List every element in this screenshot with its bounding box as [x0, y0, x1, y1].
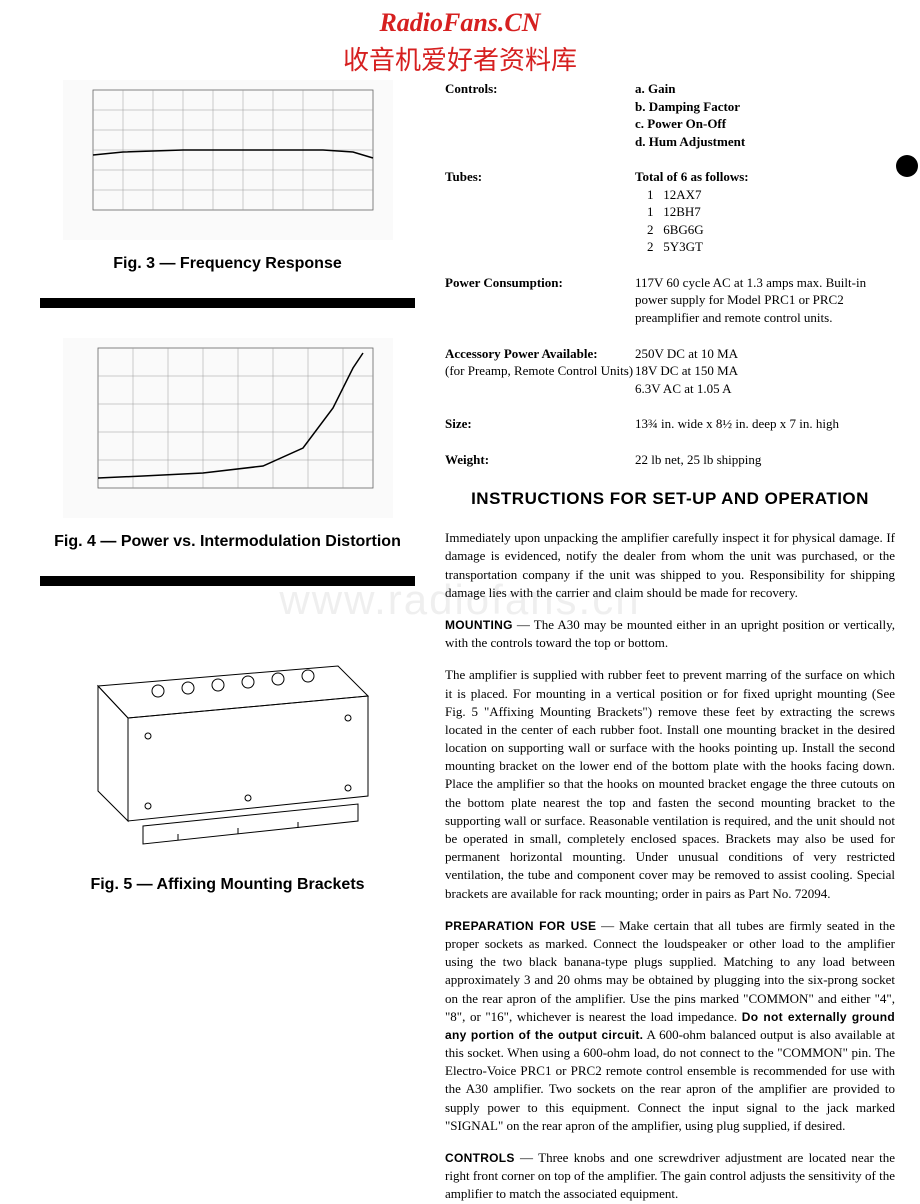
control-item: c. Power On-Off	[635, 115, 895, 133]
control-item: b. Damping Factor	[635, 98, 895, 116]
preparation-paragraph: PREPARATION FOR USE — Make certain that …	[445, 917, 895, 1135]
spec-ap-value: 250V DC at 10 MA 18V DC at 150 MA 6.3V A…	[635, 345, 895, 398]
tube-item: 2 6BG6G	[635, 221, 895, 239]
tube-item: 2 5Y3GT	[635, 238, 895, 256]
mounting-lead: — The A30 may be mounted either in an up…	[445, 617, 895, 650]
divider-rule-1	[40, 298, 415, 308]
spec-weight-value: 22 lb net, 25 lb shipping	[635, 451, 895, 469]
control-item: a. Gain	[635, 80, 895, 98]
spec-pc-label: Power Consumption:	[445, 275, 563, 290]
ap-item: 6.3V AC at 1.05 A	[635, 380, 895, 398]
mounting-lead-paragraph: MOUNTING — The A30 may be mounted either…	[445, 616, 895, 652]
spec-size-value: 13¾ in. wide x 8½ in. deep x 7 in. high	[635, 415, 895, 433]
instructions-heading: INSTRUCTIONS FOR SET-UP AND OPERATION	[445, 488, 895, 511]
right-column: Controls: a. Gain b. Damping Factor c. P…	[435, 80, 895, 1161]
figure-5-illustration	[58, 626, 398, 856]
spec-controls-label: Controls:	[445, 81, 497, 96]
prep-label: PREPARATION FOR USE	[445, 919, 596, 933]
page-content: Fig. 3 — Frequency Response	[0, 0, 920, 1191]
spec-tubes: Tubes: Total of 6 as follows: 1 12AX7 1 …	[445, 168, 895, 256]
mounting-body-paragraph: The amplifier is supplied with rubber fe…	[445, 666, 895, 902]
ap-item: 250V DC at 10 MA	[635, 345, 895, 363]
watermark-url: RadioFans.CN	[0, 8, 920, 38]
spec-controls: Controls: a. Gain b. Damping Factor c. P…	[445, 80, 895, 150]
figure-3-block: Fig. 3 — Frequency Response	[40, 80, 415, 273]
tube-item: 1 12BH7	[635, 203, 895, 221]
mounting-label: MOUNTING	[445, 618, 513, 632]
control-item: d. Hum Adjustment	[635, 133, 895, 151]
spec-weight-label: Weight:	[445, 452, 489, 467]
spec-size-label: Size:	[445, 416, 472, 431]
spec-power-consumption: Power Consumption: 117V 60 cycle AC at 1…	[445, 274, 895, 327]
spec-tubes-label: Tubes:	[445, 169, 482, 184]
figure-3-chart	[63, 80, 393, 240]
spec-accessory-power: Accessory Power Available: (for Preamp, …	[445, 345, 895, 398]
spec-tubes-value: Total of 6 as follows: 1 12AX7 1 12BH7 2…	[635, 168, 895, 256]
watermark-header: RadioFans.CN 收音机爱好者资料库	[0, 8, 920, 77]
ap-item: 18V DC at 150 MA	[635, 362, 895, 380]
prep-body2: A 600-ohm balanced output is also availa…	[445, 1027, 895, 1133]
tubes-header: Total of 6 as follows:	[635, 168, 895, 186]
figure-5-caption: Fig. 5 — Affixing Mounting Brackets	[40, 876, 415, 894]
controls-paragraph: CONTROLS — Three knobs and one screwdriv…	[445, 1149, 895, 1204]
figure-4-caption: Fig. 4 — Power vs. Intermodulation Disto…	[40, 533, 415, 551]
spec-ap-sublabel: (for Preamp, Remote Control Units)	[445, 363, 633, 378]
spec-size: Size: 13¾ in. wide x 8½ in. deep x 7 in.…	[445, 415, 895, 433]
left-column: Fig. 3 — Frequency Response	[40, 80, 435, 1161]
prep-body: — Make certain that all tubes are firmly…	[445, 918, 895, 1024]
controls-label: CONTROLS	[445, 1151, 515, 1165]
watermark-chinese: 收音机爱好者资料库	[0, 40, 920, 77]
spec-ap-label: Accessory Power Available:	[445, 346, 598, 361]
figure-4-chart	[63, 338, 393, 518]
intro-paragraph: Immediately upon unpacking the amplifier…	[445, 529, 895, 602]
spec-controls-value: a. Gain b. Damping Factor c. Power On-Of…	[635, 80, 895, 150]
spec-pc-value: 117V 60 cycle AC at 1.3 amps max. Built-…	[635, 274, 895, 327]
tube-item: 1 12AX7	[635, 186, 895, 204]
figure-3-caption: Fig. 3 — Frequency Response	[40, 255, 415, 273]
divider-rule-2	[40, 576, 415, 586]
spec-weight: Weight: 22 lb net, 25 lb shipping	[445, 451, 895, 469]
figure-5-block: Fig. 5 — Affixing Mounting Brackets	[40, 626, 415, 894]
figure-4-block: Fig. 4 — Power vs. Intermodulation Disto…	[40, 338, 415, 551]
